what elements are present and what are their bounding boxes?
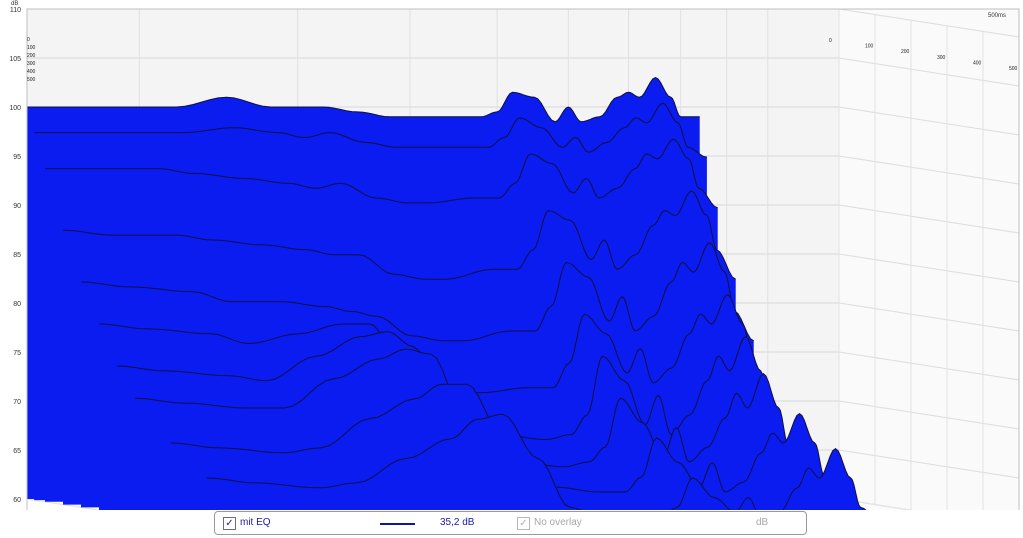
waterfall-plot: 6065707580859095100105110dB1520304050607… xyxy=(9,1,1020,510)
z-tick-label-right: 0 xyxy=(829,38,832,44)
plot-frame xyxy=(26,8,1020,510)
waterfall-curve-500ms xyxy=(206,413,867,510)
side-grid-line xyxy=(838,57,1020,87)
waterfall-curve-150ms xyxy=(80,242,754,342)
z-tick-label-right: 100 xyxy=(865,44,874,50)
y-axis-label: dB xyxy=(11,1,18,7)
z-tick-label-right: 200 xyxy=(901,49,910,55)
y-tick-label: 85 xyxy=(13,252,21,259)
y-tick-label: 70 xyxy=(13,399,21,406)
z-tick-label-right: 500 xyxy=(1009,66,1018,72)
y-tick-label: 105 xyxy=(9,56,21,63)
y-tick-label: 75 xyxy=(13,350,21,357)
waterfall-curve-100ms xyxy=(62,190,736,280)
y-tick-label: 100 xyxy=(9,105,21,112)
overlay-label[interactable]: No overlay xyxy=(534,517,582,528)
z-tick-label-left: 500 xyxy=(27,77,36,83)
z-tick-label-left: 0 xyxy=(27,37,30,43)
z-tick-label-right: 400 xyxy=(973,60,982,66)
z-tick-label-left: 100 xyxy=(27,45,36,51)
overlay-unit: dB xyxy=(756,517,769,528)
y-tick-label: 110 xyxy=(10,7,21,14)
z-tick-label-right: 300 xyxy=(937,55,946,61)
z-axis-label: 500ms xyxy=(988,13,1006,19)
waterfall-curve-200ms xyxy=(98,293,772,394)
y-tick-label: 80 xyxy=(13,301,21,308)
outer-frame xyxy=(26,8,1020,510)
series-value: 35,2 dB xyxy=(440,517,475,528)
z-tick-label-left: 200 xyxy=(27,53,36,59)
series-line-swatch xyxy=(380,523,415,525)
side-grid-line xyxy=(838,449,1020,479)
waterfall-slices xyxy=(27,77,867,510)
side-grid-line xyxy=(838,302,1020,332)
series-label[interactable]: mit EQ xyxy=(240,517,271,528)
waterfall-curve-300ms xyxy=(134,348,808,478)
y-tick-label: 60 xyxy=(13,497,21,504)
waterfall-curve-250ms xyxy=(116,331,790,445)
axis-labels: 6065707580859095100105110dB1520304050607… xyxy=(9,1,1018,504)
floor-grid-line xyxy=(26,498,101,510)
side-grid-line xyxy=(838,351,1020,381)
waterfall-curve-50ms xyxy=(45,138,718,209)
floor-grid-line xyxy=(838,498,913,510)
waterfall-curve-400ms xyxy=(170,383,844,503)
y-tick-label: 90 xyxy=(13,203,21,210)
plot-side-wall xyxy=(838,8,1020,510)
waterfall-curve-0ms xyxy=(27,77,700,123)
series-checkbox[interactable]: ✓ xyxy=(223,517,236,530)
side-grid-line xyxy=(838,204,1020,234)
side-grid-line xyxy=(838,400,1020,430)
side-wall-face xyxy=(838,8,1020,510)
waterfall-slice-500ms xyxy=(207,414,866,510)
z-tick-label-left: 400 xyxy=(27,69,36,75)
side-grid-line xyxy=(838,8,1020,38)
side-grid-line xyxy=(838,253,1020,283)
y-tick-label: 65 xyxy=(13,448,21,455)
y-tick-label: 95 xyxy=(13,154,21,161)
side-grid-line xyxy=(838,106,1020,136)
side-grid-line xyxy=(838,155,1020,185)
overlay-checkbox[interactable]: ✓ xyxy=(517,517,530,530)
legend-bar: ✓ mit EQ 35,2 dB ✓ No overlay dB xyxy=(214,511,807,535)
z-tick-label-left: 300 xyxy=(27,61,36,67)
waterfall-curve-20ms xyxy=(34,102,707,158)
